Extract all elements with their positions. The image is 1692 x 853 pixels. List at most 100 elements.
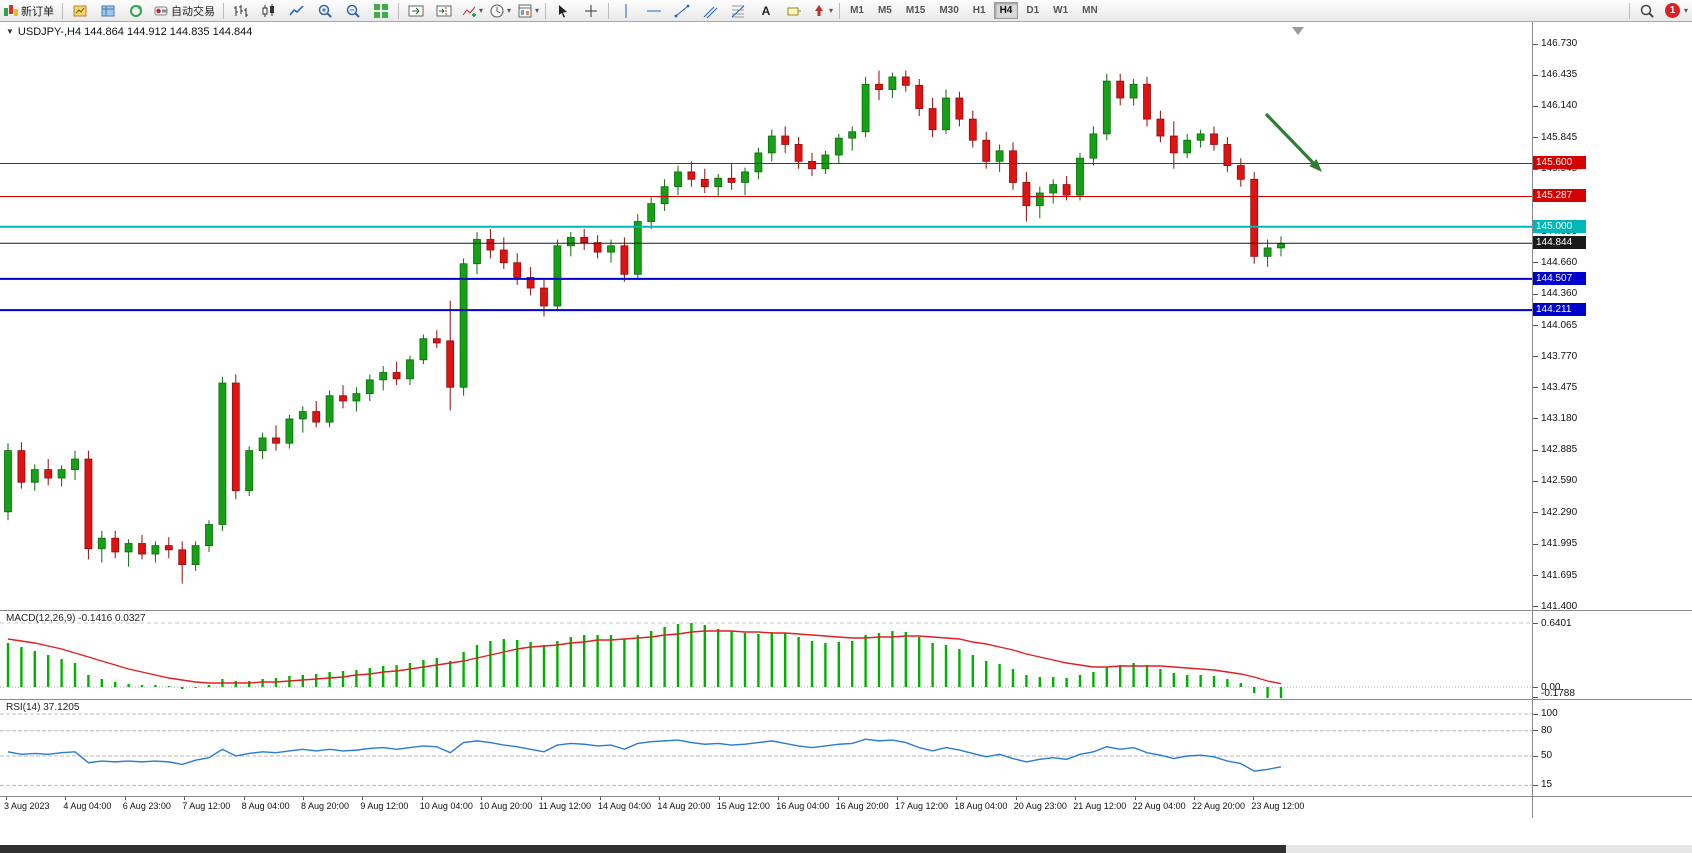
price-axis-tick bbox=[1533, 418, 1538, 420]
notification-badge[interactable]: 1 bbox=[1664, 3, 1680, 18]
clock-icon bbox=[489, 3, 505, 19]
price-axis-tick bbox=[1533, 74, 1538, 76]
dropdown-arrow-icon[interactable]: ▾ bbox=[829, 5, 834, 15]
arrows-shapes-button[interactable]: ▾ bbox=[808, 0, 836, 22]
timeframe-m30-button[interactable]: M30 bbox=[939, 5, 959, 16]
rsi-axis-tick bbox=[1533, 713, 1538, 715]
timeframe-w1-button[interactable]: W1 bbox=[1053, 5, 1069, 16]
price-axis-label: 143.770 bbox=[1541, 350, 1578, 362]
price-axis-tick bbox=[1533, 480, 1538, 482]
price-axis-label: 144.360 bbox=[1541, 288, 1578, 300]
macd-panel[interactable]: MACD(12,26,9) -0.1416 0.0327 bbox=[0, 611, 1532, 699]
price-axis-tick bbox=[1533, 293, 1538, 295]
auto-scroll-button[interactable] bbox=[402, 0, 430, 22]
charts-window-button[interactable] bbox=[66, 0, 94, 22]
toolbar-separator bbox=[62, 2, 63, 19]
linechart-icon bbox=[289, 3, 305, 19]
timeframe-mn-button[interactable]: MN bbox=[1082, 5, 1098, 16]
chevron-down-icon[interactable]: ▾ bbox=[1683, 5, 1688, 15]
timeframe-m5-button[interactable]: M5 bbox=[877, 5, 892, 16]
channel-icon bbox=[702, 3, 718, 19]
price-axis-label: 141.400 bbox=[1541, 600, 1578, 612]
toolbar-separator bbox=[839, 2, 841, 19]
rsi-canvas bbox=[0, 713, 1532, 786]
price-badge-144.507[interactable]: 144.507 bbox=[1533, 271, 1586, 285]
toolbar-separator bbox=[398, 2, 399, 19]
price-axis[interactable]: 146.730146.435146.140145.845145.545145.2… bbox=[1532, 22, 1692, 818]
crosshair-button[interactable] bbox=[577, 0, 605, 22]
rsi-axis-label: 100 bbox=[1541, 708, 1558, 719]
timeframe-h1-button[interactable]: H1 bbox=[972, 5, 986, 16]
scrollbar-thumb[interactable] bbox=[0, 845, 1286, 853]
svg-text:A: A bbox=[762, 4, 771, 18]
time-axis-label: 14 Aug 20:00 bbox=[657, 801, 711, 811]
toolbar-separator bbox=[223, 2, 224, 19]
profiles-icon bbox=[100, 3, 116, 19]
price-badge-144.211[interactable]: 144.211 bbox=[1533, 303, 1586, 317]
hline-icon bbox=[646, 3, 662, 19]
rsi-panel[interactable]: RSI(14) 37.1205 bbox=[0, 700, 1532, 796]
horizontal-line-button[interactable] bbox=[640, 0, 668, 22]
price-badge-145.600[interactable]: 145.600 bbox=[1533, 156, 1586, 170]
market-watch-button[interactable] bbox=[94, 0, 122, 22]
candlestick-chart-button[interactable] bbox=[255, 0, 283, 22]
time-axis-label: 10 Aug 04:00 bbox=[419, 801, 473, 811]
chart-shift-button[interactable] bbox=[430, 0, 458, 22]
zoom-in-button[interactable] bbox=[311, 0, 339, 22]
panel-separator[interactable] bbox=[0, 610, 1692, 611]
trend-arrow bbox=[1264, 112, 1322, 172]
indicators-button[interactable]: ▾ bbox=[458, 0, 486, 22]
macd-canvas bbox=[0, 622, 1532, 698]
main-chart-panel[interactable]: ▼ USDJPY-,H4 144.864 144.912 144.835 144.… bbox=[0, 22, 1532, 610]
time-axis-tick bbox=[184, 797, 186, 800]
line-chart-button[interactable] bbox=[283, 0, 311, 22]
time-axis-label: 14 Aug 04:00 bbox=[598, 801, 652, 811]
timeframe-h4-button[interactable]: H4 bbox=[993, 2, 1019, 19]
timeframe-d1-button[interactable]: D1 bbox=[1026, 5, 1040, 16]
periods-button[interactable]: ▾ bbox=[486, 0, 514, 22]
price-badge-145.287[interactable]: 145.287 bbox=[1533, 189, 1586, 203]
zoom-out-button[interactable] bbox=[339, 0, 367, 22]
tile-windows-button[interactable] bbox=[367, 0, 395, 22]
time-axis-tick bbox=[65, 797, 67, 800]
templates-button[interactable]: ▾ bbox=[514, 0, 542, 22]
timeframe-m1-button[interactable]: M1 bbox=[850, 5, 864, 16]
macd-axis-label: 0.6401 bbox=[1541, 617, 1572, 629]
tile-icon bbox=[373, 3, 389, 19]
indicators-icon bbox=[461, 3, 477, 19]
refresh-icon bbox=[128, 3, 144, 19]
fibonacci-button[interactable] bbox=[724, 0, 752, 22]
macd-label: MACD(12,26,9) -0.1416 0.0327 bbox=[6, 613, 146, 624]
search-button[interactable] bbox=[1633, 0, 1661, 22]
trendline-button[interactable] bbox=[668, 0, 696, 22]
text-label-button[interactable] bbox=[780, 0, 808, 22]
price-axis-label: 143.180 bbox=[1541, 412, 1578, 424]
time-axis-label: 16 Aug 20:00 bbox=[835, 801, 889, 811]
new-order-icon bbox=[3, 3, 19, 19]
collapse-triangle-icon[interactable]: ▼ bbox=[6, 27, 14, 36]
dropdown-arrow-icon[interactable]: ▾ bbox=[479, 5, 484, 15]
price-badge-144.844[interactable]: 144.844 bbox=[1533, 236, 1586, 250]
zoom-out-icon bbox=[345, 3, 361, 19]
panel-separator[interactable] bbox=[0, 699, 1692, 700]
cursor-button[interactable] bbox=[549, 0, 577, 22]
dropdown-arrow-icon[interactable]: ▾ bbox=[535, 5, 540, 15]
text-button[interactable]: A bbox=[752, 0, 780, 22]
price-badge-145.000[interactable]: 145.000 bbox=[1533, 219, 1586, 233]
bar-chart-button[interactable] bbox=[227, 0, 255, 22]
time-axis-label: 20 Aug 23:00 bbox=[1013, 801, 1067, 811]
price-axis-tick bbox=[1533, 543, 1538, 545]
timeframe-m15-button[interactable]: M15 bbox=[905, 5, 926, 16]
main-chart-canvas[interactable] bbox=[0, 22, 1532, 610]
auto-trading-button[interactable]: 自动交易 bbox=[150, 0, 220, 22]
price-axis-label: 142.290 bbox=[1541, 506, 1578, 518]
time-axis[interactable]: 3 Aug 2023 4 Aug 04:00 6 Aug 23:00 7 Aug 12… bbox=[0, 797, 1532, 817]
dropdown-arrow-icon[interactable]: ▾ bbox=[507, 5, 512, 15]
price-axis-tick bbox=[1533, 356, 1538, 358]
new-order-button[interactable]: 新订单 bbox=[0, 0, 59, 22]
time-axis-tick bbox=[897, 797, 898, 800]
equidistant-channel-button[interactable] bbox=[696, 0, 724, 22]
macd-axis-tick bbox=[1533, 697, 1538, 698]
refresh-button[interactable] bbox=[122, 0, 150, 22]
vertical-line-button[interactable] bbox=[612, 0, 640, 22]
